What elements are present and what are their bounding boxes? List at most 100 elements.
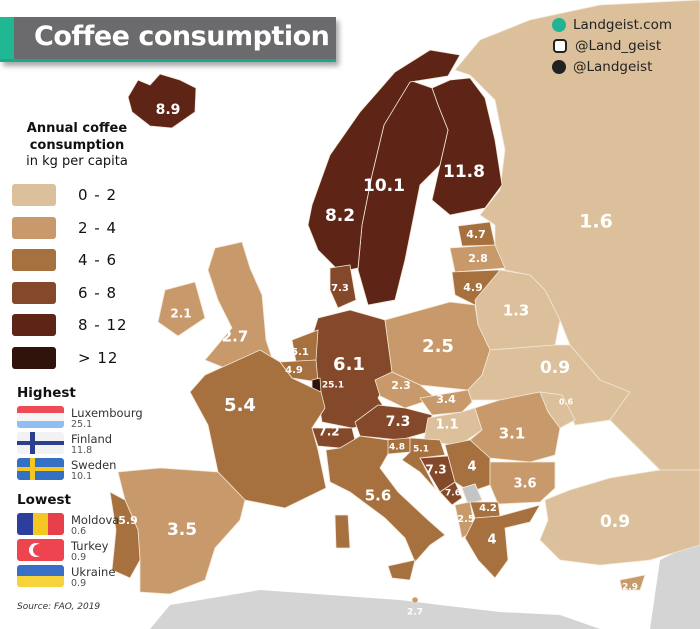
lowest-item: Turkey 0.9	[71, 540, 108, 564]
instagram-icon	[553, 38, 567, 53]
legend-bin: 0 - 2	[12, 179, 142, 212]
legend-bin: 8 - 12	[12, 309, 142, 342]
country-kosovo-no-data	[461, 483, 483, 505]
value-norway: 8.2	[325, 206, 355, 226]
legend-swatch	[12, 314, 56, 337]
source-note: Source: FAO, 2019	[17, 602, 101, 612]
value-lithuania: 4.9	[463, 281, 483, 294]
country-italy	[325, 435, 446, 563]
value-russia: 1.6	[579, 211, 613, 233]
value-poland: 2.5	[422, 336, 454, 357]
legend-bins: 0 - 2 2 - 4 4 - 6 6 - 8 8 - 12 > 12	[12, 179, 142, 374]
value-portugal: 5.9	[118, 514, 138, 527]
country-name: Ukraine	[71, 565, 116, 579]
legend-bin: > 12	[12, 342, 142, 375]
luxembourg-flag	[17, 406, 64, 428]
social-text: @Landgeist	[573, 58, 653, 75]
legend-bin-label: 8 - 12	[78, 316, 128, 335]
moldova-flag	[17, 513, 64, 535]
country-norway	[307, 49, 461, 273]
legend-title-2: consumption	[29, 138, 125, 153]
country-slovakia	[419, 389, 473, 416]
lowest-heading: Lowest	[17, 492, 71, 508]
country-uk	[204, 241, 273, 369]
highest-item: Luxembourg 25.1	[71, 407, 143, 431]
highest-item: Sweden 10.1	[71, 459, 116, 483]
legend-title-1: Annual coffee	[26, 121, 128, 136]
social-text: @Land_geist	[575, 37, 662, 54]
country-value: 0.6	[71, 526, 87, 537]
legend-bin-label: 6 - 8	[78, 283, 118, 302]
country-bulgaria	[489, 461, 556, 505]
country-italy-sardinia	[334, 514, 351, 549]
country-ukraine	[467, 344, 631, 426]
value-italy: 5.6	[365, 487, 392, 505]
country-turkey	[539, 469, 700, 566]
value-albania: 2.5	[457, 514, 475, 525]
lowest-item: Moldova 0.6	[71, 514, 119, 538]
legend-bin-label: 0 - 2	[78, 186, 118, 205]
country-value: 11.8	[71, 445, 93, 456]
value-spain: 3.5	[167, 520, 197, 540]
legend-swatch	[12, 281, 56, 304]
social-links: Landgeist.com @Land_geist @Landgeist	[552, 14, 672, 77]
country-croatia	[401, 437, 446, 491]
country-name: Finland	[71, 432, 113, 446]
country-value-labels: 8.9 8.2 10.1 11.8 1.6 4.7 2.8 4.9 7.3 2.…	[118, 102, 638, 618]
country-name: Turkey	[71, 539, 109, 553]
title-banner: Coffee consumption	[0, 17, 336, 62]
country-serbia	[444, 439, 491, 493]
social-website[interactable]: Landgeist.com	[552, 14, 672, 35]
value-slovenia: 4.8	[389, 443, 405, 453]
twitter-icon	[552, 59, 566, 74]
title-accent-strip	[0, 17, 14, 59]
country-malta	[411, 596, 419, 604]
value-ukraine: 0.9	[540, 358, 570, 378]
legend-bin: 6 - 8	[12, 277, 142, 310]
country-france	[189, 349, 327, 509]
value-croatia: 5.1	[413, 445, 429, 455]
page-title: Coffee consumption	[34, 21, 330, 52]
value-luxembourg: 25.1	[322, 381, 344, 391]
value-finland: 11.8	[443, 162, 485, 182]
country-value: 25.1	[71, 419, 93, 430]
legend-bin: 2 - 4	[12, 212, 142, 245]
country-greece	[464, 504, 541, 579]
legend-swatch	[12, 184, 56, 207]
lowest-item: Ukraine 0.9	[71, 566, 115, 590]
legend-bin: 4 - 6	[12, 244, 142, 277]
social-twitter[interactable]: @Landgeist	[552, 56, 672, 77]
value-north-macedonia: 4.2	[479, 503, 497, 514]
country-montenegro	[439, 481, 463, 506]
value-estonia: 4.7	[466, 228, 486, 241]
social-instagram[interactable]: @Land_geist	[552, 35, 672, 56]
value-ireland: 2.1	[170, 307, 191, 321]
legend: Annual coffee consumption in kg per capi…	[12, 120, 142, 374]
sweden-flag	[17, 458, 64, 480]
country-name: Luxembourg	[71, 406, 143, 420]
value-montenegro: 7.6	[445, 489, 461, 499]
value-denmark: 7.3	[331, 283, 349, 294]
value-slovakia: 3.4	[436, 393, 456, 406]
value-belarus: 1.3	[503, 302, 530, 320]
social-text: Landgeist.com	[573, 16, 672, 33]
value-iceland: 8.9	[156, 102, 181, 118]
highest-heading: Highest	[17, 385, 76, 401]
value-serbia: 4	[467, 460, 476, 475]
value-belgium: 4.9	[285, 365, 303, 376]
value-turkey: 0.9	[600, 512, 630, 532]
country-value: 0.9	[71, 552, 87, 563]
legend-swatch	[12, 249, 56, 272]
country-portugal	[109, 491, 141, 579]
legend-bin-label: > 12	[78, 348, 119, 367]
finland-flag	[17, 432, 64, 454]
country-value: 10.1	[71, 471, 93, 482]
middle-east-no-data	[650, 540, 700, 629]
country-ireland	[157, 281, 206, 337]
country-cyprus	[619, 574, 646, 591]
globe-icon	[552, 17, 566, 32]
legend-subtitle: in kg per capita	[26, 154, 128, 169]
value-moldova: 0.6	[559, 398, 574, 407]
value-romania: 3.1	[499, 425, 526, 443]
legend-bin-label: 4 - 6	[78, 251, 118, 270]
